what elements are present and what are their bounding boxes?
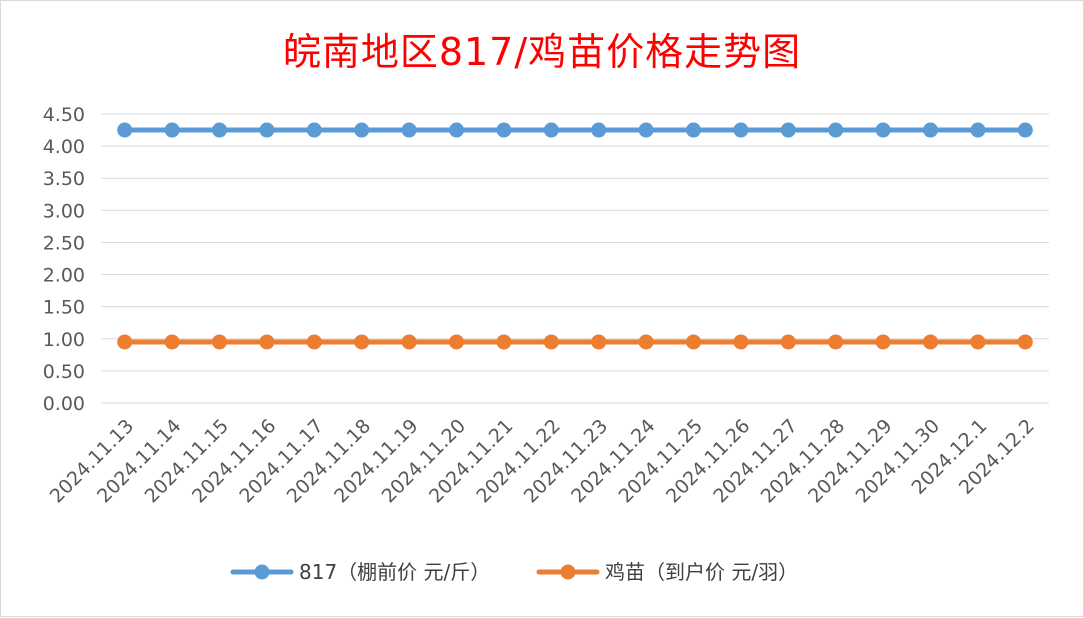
series-1-point (164, 334, 180, 350)
series-1-point (638, 334, 654, 350)
series-0-point (780, 122, 796, 138)
series-0-point (686, 122, 701, 138)
series-1-point (970, 334, 986, 350)
series-1-point (1017, 334, 1033, 350)
series-1-point (117, 334, 133, 350)
y-tick-label: 2.00 (43, 265, 85, 287)
series-0-point (1017, 122, 1033, 138)
series-0-point (401, 122, 417, 138)
y-tick-label: 1.00 (43, 329, 85, 351)
legend-marker-1 (560, 564, 576, 580)
y-tick-label: 0.00 (43, 393, 85, 415)
series-0-point (828, 122, 844, 138)
series-1-point (875, 334, 891, 350)
series-1-point (828, 334, 844, 350)
legend-label-1: 鸡苗（到户价 元/羽） (605, 560, 798, 584)
grid-lines (101, 113, 1049, 404)
series-1-point (543, 334, 559, 350)
series-0-point (923, 122, 938, 138)
legend-marker-0 (254, 564, 270, 580)
series-0-point (638, 122, 654, 138)
series-0-point (496, 122, 512, 138)
series-1-point (780, 334, 796, 350)
series-1-point (449, 334, 464, 350)
chart-title: 皖南地区817/鸡苗价格走势图 (282, 30, 802, 74)
series-1-point (591, 334, 607, 350)
y-tick-label: 1.50 (43, 297, 85, 319)
series-0-point (970, 122, 986, 138)
y-tick-label: 4.50 (43, 104, 85, 126)
series-0-point (591, 122, 607, 138)
series-1-point (212, 334, 227, 350)
series-0-point (543, 122, 559, 138)
series-1-point (401, 334, 417, 350)
series-1-point (686, 334, 701, 350)
series-0-point (117, 122, 133, 138)
series-0-point (212, 122, 227, 138)
series-0-point (354, 122, 370, 138)
y-tick-label: 3.50 (43, 168, 85, 190)
series-0-point (449, 122, 464, 138)
x-axis-ticks: 2024.11.132024.11.142024.11.152024.11.16… (46, 415, 1039, 507)
y-axis-ticks: 0.00 0.50 1.00 1.50 2.00 2.50 3.00 3.50 4.00 4.50 (43, 104, 85, 415)
series-1-point (259, 334, 275, 350)
series-0-point (164, 122, 180, 138)
series-1-point (923, 334, 938, 350)
series-1-point (354, 334, 370, 350)
series-0-point (733, 122, 749, 138)
y-tick-label: 0.50 (43, 361, 85, 383)
legend: 817（棚前价 元/斤） 鸡苗（到户价 元/羽） (230, 560, 798, 584)
legend-label-0: 817（棚前价 元/斤） (299, 560, 490, 584)
y-tick-label: 4.00 (43, 136, 85, 158)
y-tick-label: 2.50 (43, 232, 85, 254)
series-0-point (306, 122, 322, 138)
series-1-point (306, 334, 322, 350)
series-1-point (733, 334, 749, 350)
series-0-point (259, 122, 275, 138)
series-lines (117, 122, 1033, 350)
series-1-point (496, 334, 512, 350)
y-tick-label: 3.00 (43, 200, 85, 222)
series-0-point (875, 122, 891, 138)
